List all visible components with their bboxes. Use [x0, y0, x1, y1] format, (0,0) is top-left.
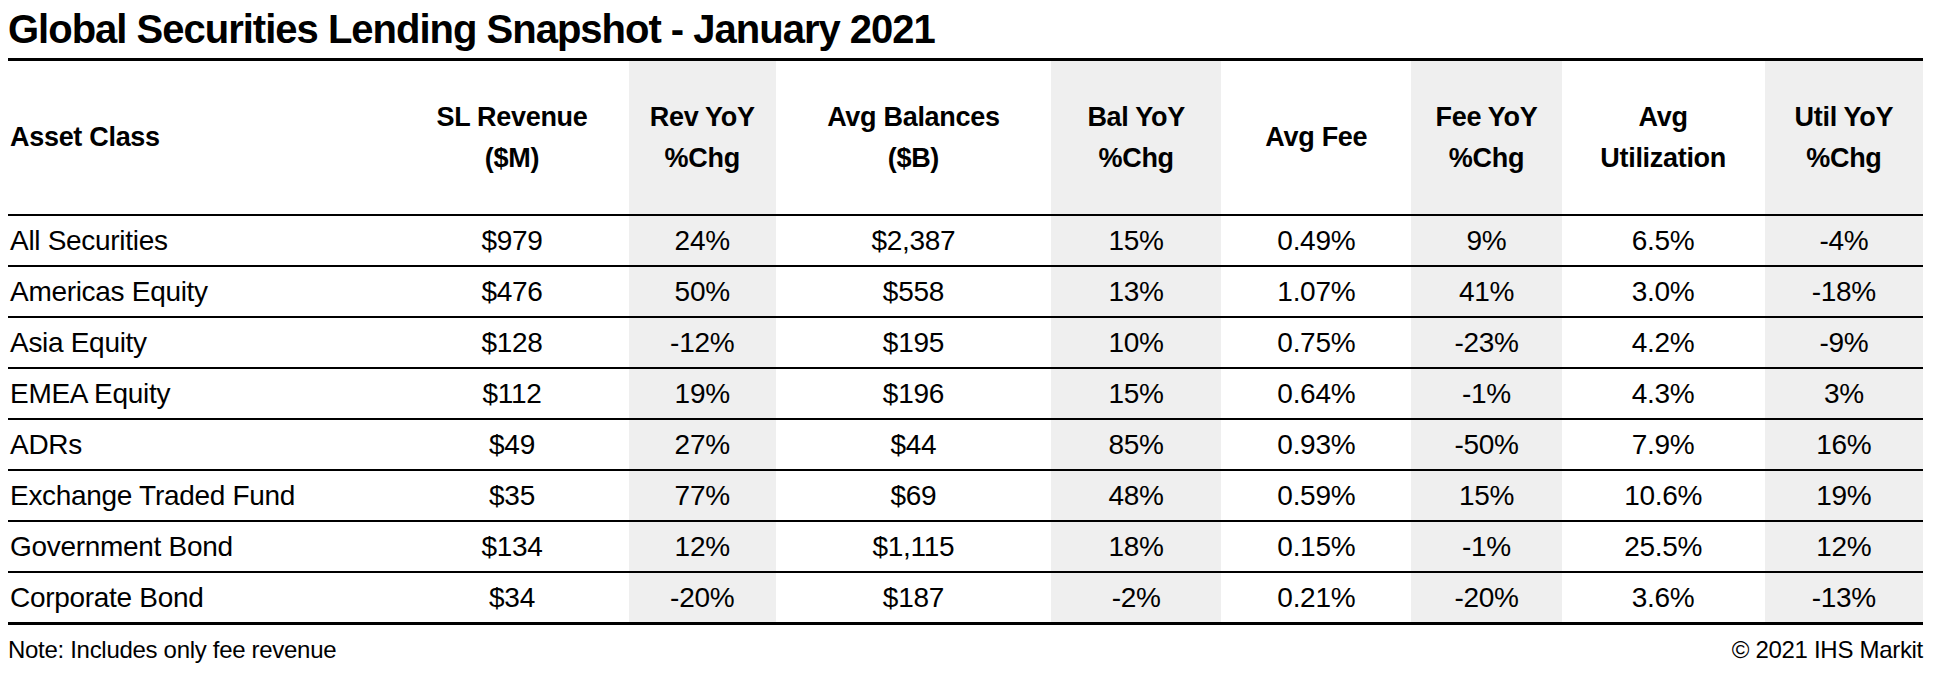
- table-row: ADRs$4927%$4485%0.93%-50%7.9%16%: [8, 419, 1923, 470]
- footer-copyright: © 2021 IHS Markit: [1732, 636, 1923, 664]
- cell-bal_yoy_chg: 15%: [1051, 368, 1221, 419]
- table-row: EMEA Equity$11219%$19615%0.64%-1%4.3%3%: [8, 368, 1923, 419]
- cell-util_yoy_chg: -9%: [1765, 317, 1923, 368]
- cell-avg_utilization: 10.6%: [1562, 470, 1765, 521]
- table-row: All Securities$97924%$2,38715%0.49%9%6.5…: [8, 215, 1923, 266]
- cell-asset_class: Corporate Bond: [8, 572, 395, 624]
- cell-avg_utilization: 3.6%: [1562, 572, 1765, 624]
- page-title: Global Securities Lending Snapshot - Jan…: [8, 0, 1925, 58]
- cell-avg_fee: 0.59%: [1221, 470, 1411, 521]
- cell-util_yoy_chg: -13%: [1765, 572, 1923, 624]
- cell-util_yoy_chg: 12%: [1765, 521, 1923, 572]
- cell-avg_balances_b: $196: [776, 368, 1051, 419]
- cell-asset_class: Americas Equity: [8, 266, 395, 317]
- column-header-bal_yoy_chg: Bal YoY %Chg: [1051, 61, 1221, 215]
- cell-avg_balances_b: $2,387: [776, 215, 1051, 266]
- column-header-rev_yoy_chg: Rev YoY %Chg: [629, 61, 776, 215]
- cell-asset_class: All Securities: [8, 215, 395, 266]
- cell-fee_yoy_chg: 15%: [1411, 470, 1561, 521]
- cell-util_yoy_chg: -18%: [1765, 266, 1923, 317]
- cell-bal_yoy_chg: 48%: [1051, 470, 1221, 521]
- cell-avg_utilization: 4.3%: [1562, 368, 1765, 419]
- cell-util_yoy_chg: 16%: [1765, 419, 1923, 470]
- cell-sl_revenue_m: $128: [395, 317, 628, 368]
- cell-asset_class: ADRs: [8, 419, 395, 470]
- cell-avg_balances_b: $1,115: [776, 521, 1051, 572]
- table-row: Government Bond$13412%$1,11518%0.15%-1%2…: [8, 521, 1923, 572]
- cell-sl_revenue_m: $134: [395, 521, 628, 572]
- cell-bal_yoy_chg: 85%: [1051, 419, 1221, 470]
- cell-avg_fee: 0.93%: [1221, 419, 1411, 470]
- cell-asset_class: EMEA Equity: [8, 368, 395, 419]
- column-header-asset_class: Asset Class: [8, 61, 395, 215]
- cell-fee_yoy_chg: -1%: [1411, 368, 1561, 419]
- cell-util_yoy_chg: -4%: [1765, 215, 1923, 266]
- footer-note: Note: Includes only fee revenue: [8, 636, 336, 664]
- cell-avg_utilization: 6.5%: [1562, 215, 1765, 266]
- cell-fee_yoy_chg: -1%: [1411, 521, 1561, 572]
- cell-avg_balances_b: $195: [776, 317, 1051, 368]
- data-table: Asset ClassSL Revenue ($M)Rev YoY %ChgAv…: [8, 61, 1923, 625]
- cell-fee_yoy_chg: 9%: [1411, 215, 1561, 266]
- cell-rev_yoy_chg: 27%: [629, 419, 776, 470]
- cell-avg_fee: 0.49%: [1221, 215, 1411, 266]
- column-header-sl_revenue_m: SL Revenue ($M): [395, 61, 628, 215]
- cell-sl_revenue_m: $979: [395, 215, 628, 266]
- cell-avg_fee: 0.15%: [1221, 521, 1411, 572]
- cell-rev_yoy_chg: -12%: [629, 317, 776, 368]
- cell-rev_yoy_chg: 12%: [629, 521, 776, 572]
- cell-bal_yoy_chg: 18%: [1051, 521, 1221, 572]
- column-header-avg_fee: Avg Fee: [1221, 61, 1411, 215]
- cell-fee_yoy_chg: 41%: [1411, 266, 1561, 317]
- securities-lending-snapshot-page: Global Securities Lending Snapshot - Jan…: [0, 0, 1933, 682]
- table-row: Exchange Traded Fund$3577%$6948%0.59%15%…: [8, 470, 1923, 521]
- cell-avg_balances_b: $69: [776, 470, 1051, 521]
- cell-rev_yoy_chg: 19%: [629, 368, 776, 419]
- cell-avg_fee: 0.64%: [1221, 368, 1411, 419]
- cell-rev_yoy_chg: 77%: [629, 470, 776, 521]
- cell-asset_class: Asia Equity: [8, 317, 395, 368]
- cell-avg_balances_b: $558: [776, 266, 1051, 317]
- cell-fee_yoy_chg: -50%: [1411, 419, 1561, 470]
- cell-avg_utilization: 3.0%: [1562, 266, 1765, 317]
- cell-rev_yoy_chg: 24%: [629, 215, 776, 266]
- column-header-util_yoy_chg: Util YoY %Chg: [1765, 61, 1923, 215]
- cell-sl_revenue_m: $35: [395, 470, 628, 521]
- column-header-fee_yoy_chg: Fee YoY %Chg: [1411, 61, 1561, 215]
- cell-avg_fee: 0.21%: [1221, 572, 1411, 624]
- cell-fee_yoy_chg: -23%: [1411, 317, 1561, 368]
- cell-sl_revenue_m: $476: [395, 266, 628, 317]
- cell-avg_fee: 1.07%: [1221, 266, 1411, 317]
- column-header-avg_balances_b: Avg Balances ($B): [776, 61, 1051, 215]
- cell-sl_revenue_m: $112: [395, 368, 628, 419]
- cell-bal_yoy_chg: 10%: [1051, 317, 1221, 368]
- cell-bal_yoy_chg: 13%: [1051, 266, 1221, 317]
- table-header-row: Asset ClassSL Revenue ($M)Rev YoY %ChgAv…: [8, 61, 1923, 215]
- cell-rev_yoy_chg: 50%: [629, 266, 776, 317]
- table-footer: Note: Includes only fee revenue © 2021 I…: [8, 625, 1923, 664]
- cell-asset_class: Government Bond: [8, 521, 395, 572]
- cell-avg_utilization: 4.2%: [1562, 317, 1765, 368]
- cell-sl_revenue_m: $49: [395, 419, 628, 470]
- table-row: Asia Equity$128-12%$19510%0.75%-23%4.2%-…: [8, 317, 1923, 368]
- cell-asset_class: Exchange Traded Fund: [8, 470, 395, 521]
- cell-rev_yoy_chg: -20%: [629, 572, 776, 624]
- cell-avg_utilization: 25.5%: [1562, 521, 1765, 572]
- cell-avg_balances_b: $44: [776, 419, 1051, 470]
- cell-avg_balances_b: $187: [776, 572, 1051, 624]
- cell-bal_yoy_chg: 15%: [1051, 215, 1221, 266]
- table-row: Americas Equity$47650%$55813%1.07%41%3.0…: [8, 266, 1923, 317]
- table-body: All Securities$97924%$2,38715%0.49%9%6.5…: [8, 215, 1923, 624]
- cell-util_yoy_chg: 3%: [1765, 368, 1923, 419]
- table-row: Corporate Bond$34-20%$187-2%0.21%-20%3.6…: [8, 572, 1923, 624]
- cell-bal_yoy_chg: -2%: [1051, 572, 1221, 624]
- cell-sl_revenue_m: $34: [395, 572, 628, 624]
- cell-fee_yoy_chg: -20%: [1411, 572, 1561, 624]
- column-header-avg_utilization: Avg Utilization: [1562, 61, 1765, 215]
- cell-avg_fee: 0.75%: [1221, 317, 1411, 368]
- cell-avg_utilization: 7.9%: [1562, 419, 1765, 470]
- cell-util_yoy_chg: 19%: [1765, 470, 1923, 521]
